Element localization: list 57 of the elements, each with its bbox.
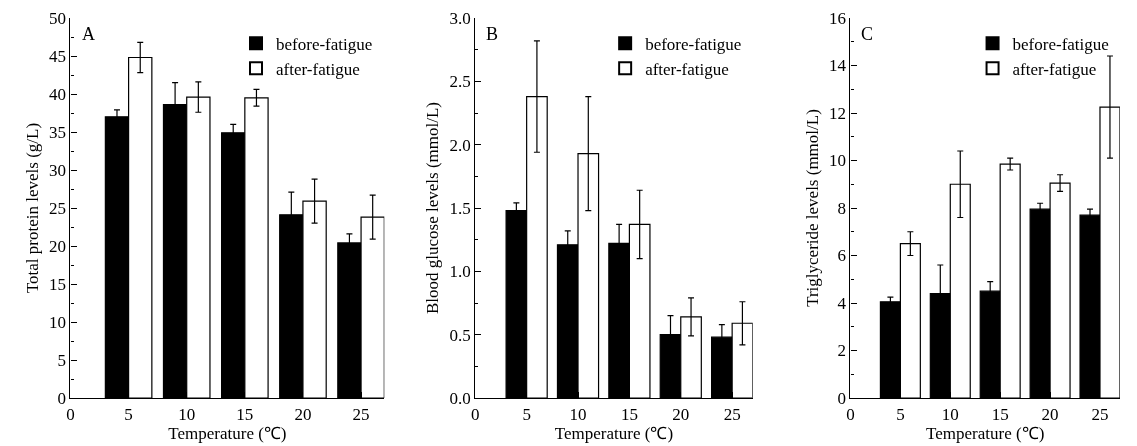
x-tick-label: 20 [1041, 404, 1059, 424]
x-axis-title: Temperature (℃) [554, 423, 674, 443]
y-tick-label: 2.0 [449, 135, 471, 155]
x-tick-label: 20 [294, 404, 312, 424]
x-tick-label: 25 [723, 404, 741, 424]
y-tick-label: 5 [57, 350, 66, 370]
x-axis-title: Temperature (℃) [926, 423, 1045, 443]
y-tick-label: 8 [837, 198, 846, 218]
y-tick-label: 12 [828, 103, 846, 123]
legend-label: after-fatigue [1012, 59, 1097, 79]
legend-label: before-fatigue [276, 34, 373, 54]
y-tick-label: 0.5 [449, 325, 471, 345]
y-tick-label: 16 [828, 8, 846, 28]
y-tick-label: 0 [837, 388, 846, 408]
legend-label: after-fatigue [276, 59, 360, 79]
chart-title: A [82, 24, 95, 44]
x-tick-label: 10 [178, 404, 196, 424]
chart-title: B [486, 24, 499, 44]
x-tick-label: 10 [569, 404, 587, 424]
y-tick-label: 30 [48, 160, 66, 180]
x-tick-label: 25 [352, 404, 370, 424]
y-tick-label: 0 [57, 388, 66, 408]
x-tick-label: 15 [991, 404, 1009, 424]
y-axis-title: Triglyceride levels (mmol/L) [802, 109, 822, 307]
y-tick-label: 40 [48, 84, 66, 104]
chart-title: C [861, 24, 874, 44]
x-tick-label: 5 [124, 404, 133, 424]
y-tick-label: 14 [828, 56, 847, 76]
y-tick-label: 50 [48, 8, 66, 28]
x-tick-label: 25 [1091, 404, 1109, 424]
legend-label: before-fatigue [1012, 34, 1109, 54]
y-tick-label: 35 [48, 122, 66, 142]
y-tick-label: 4 [837, 293, 847, 313]
y-tick-label: 0.0 [449, 388, 471, 408]
y-tick-label: 6 [837, 246, 846, 266]
x-tick-label: 15 [620, 404, 638, 424]
legend-label: after-fatigue [645, 59, 729, 79]
x-tick-label: 20 [672, 404, 690, 424]
y-tick-label: 1.0 [449, 262, 471, 282]
x-tick-label: 15 [236, 404, 254, 424]
y-tick-label: 20 [48, 236, 66, 256]
x-axis-title: Temperature (℃) [168, 423, 287, 443]
y-tick-label: 10 [828, 151, 846, 171]
y-axis-title: Blood glucose levels (mmol/L) [423, 102, 443, 314]
x-tick-label: 5 [896, 404, 905, 424]
y-axis-title: Total protein levels (g/L) [22, 122, 42, 294]
y-tick-label: 2.5 [449, 72, 471, 92]
x-tick-label: 10 [941, 404, 959, 424]
y-tick-label: 2 [837, 341, 846, 361]
y-tick-label: 1.5 [449, 198, 471, 218]
x-tick-label: 5 [522, 404, 531, 424]
y-tick-label: 3.0 [449, 8, 471, 28]
y-tick-label: 25 [48, 198, 66, 218]
y-tick-label: 45 [48, 46, 66, 66]
y-tick-label: 15 [48, 274, 66, 294]
y-tick-label: 10 [48, 312, 66, 332]
legend-label: before-fatigue [645, 34, 742, 54]
